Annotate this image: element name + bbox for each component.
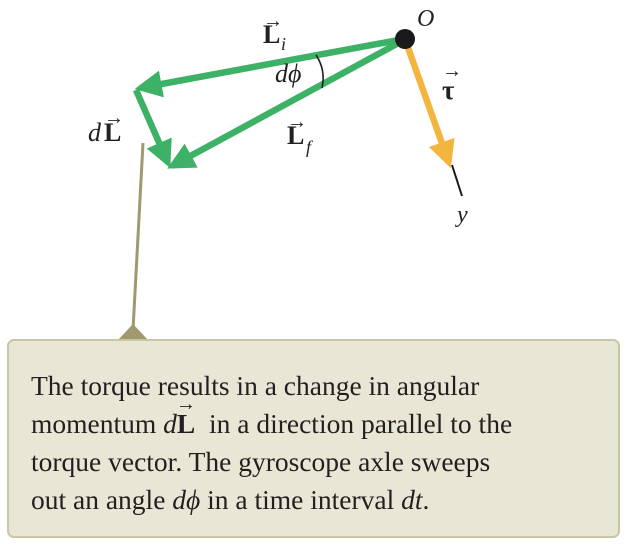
svg-text:L: L xyxy=(287,121,304,150)
y-axis-label: y xyxy=(455,202,468,228)
torque-label: → τ xyxy=(442,60,462,105)
caption-line-4a: out an angle xyxy=(31,484,173,515)
origin-point xyxy=(395,29,415,49)
svg-text:d: d xyxy=(88,118,102,147)
svg-text:τ: τ xyxy=(442,75,455,105)
caption-line-3: torque vector. The gyroscope axle sweeps xyxy=(31,446,491,477)
initial-angular-momentum-vector xyxy=(134,35,405,98)
caption-line-4c: . xyxy=(422,484,430,515)
svg-text:L: L xyxy=(104,118,121,147)
caption-line-1: The torque results in a change in angula… xyxy=(31,370,480,401)
svg-text:→: → xyxy=(442,60,462,82)
svg-text:→: → xyxy=(263,10,283,32)
caption-line-2b: in a direction parallel to the xyxy=(195,408,513,439)
svg-text:L: L xyxy=(263,20,280,49)
change-in-angular-momentum-vector xyxy=(133,88,172,169)
origin-label: O xyxy=(417,6,434,32)
caption-L-vector: L xyxy=(176,385,196,443)
callout-leader-line xyxy=(131,142,145,331)
caption-line-4b: in a time interval xyxy=(200,484,402,515)
caption-dphi: dϕ xyxy=(172,484,201,515)
callout-pointer xyxy=(118,324,148,340)
angle-arc xyxy=(315,54,324,89)
angle-label: dϕ xyxy=(275,59,301,88)
delta-angular-momentum-label: d → L xyxy=(88,107,124,147)
svg-text:→: → xyxy=(287,111,307,133)
caption-d: d xyxy=(163,408,177,439)
caption-dt: dt xyxy=(401,484,423,515)
final-angular-momentum-label: → L f xyxy=(287,111,314,157)
caption-line-2a: momentum xyxy=(31,408,164,439)
callout-caption-box: The torque results in a change in angula… xyxy=(7,339,620,538)
initial-angular-momentum-label: → L i xyxy=(263,10,286,54)
final-angular-momentum-vector xyxy=(167,37,406,169)
y-axis-line xyxy=(451,164,463,197)
torque-vector xyxy=(402,40,455,169)
caption-text: The torque results in a change in angula… xyxy=(31,367,602,519)
svg-text:f: f xyxy=(306,137,314,157)
svg-text:i: i xyxy=(281,34,286,54)
svg-text:→: → xyxy=(104,107,124,129)
